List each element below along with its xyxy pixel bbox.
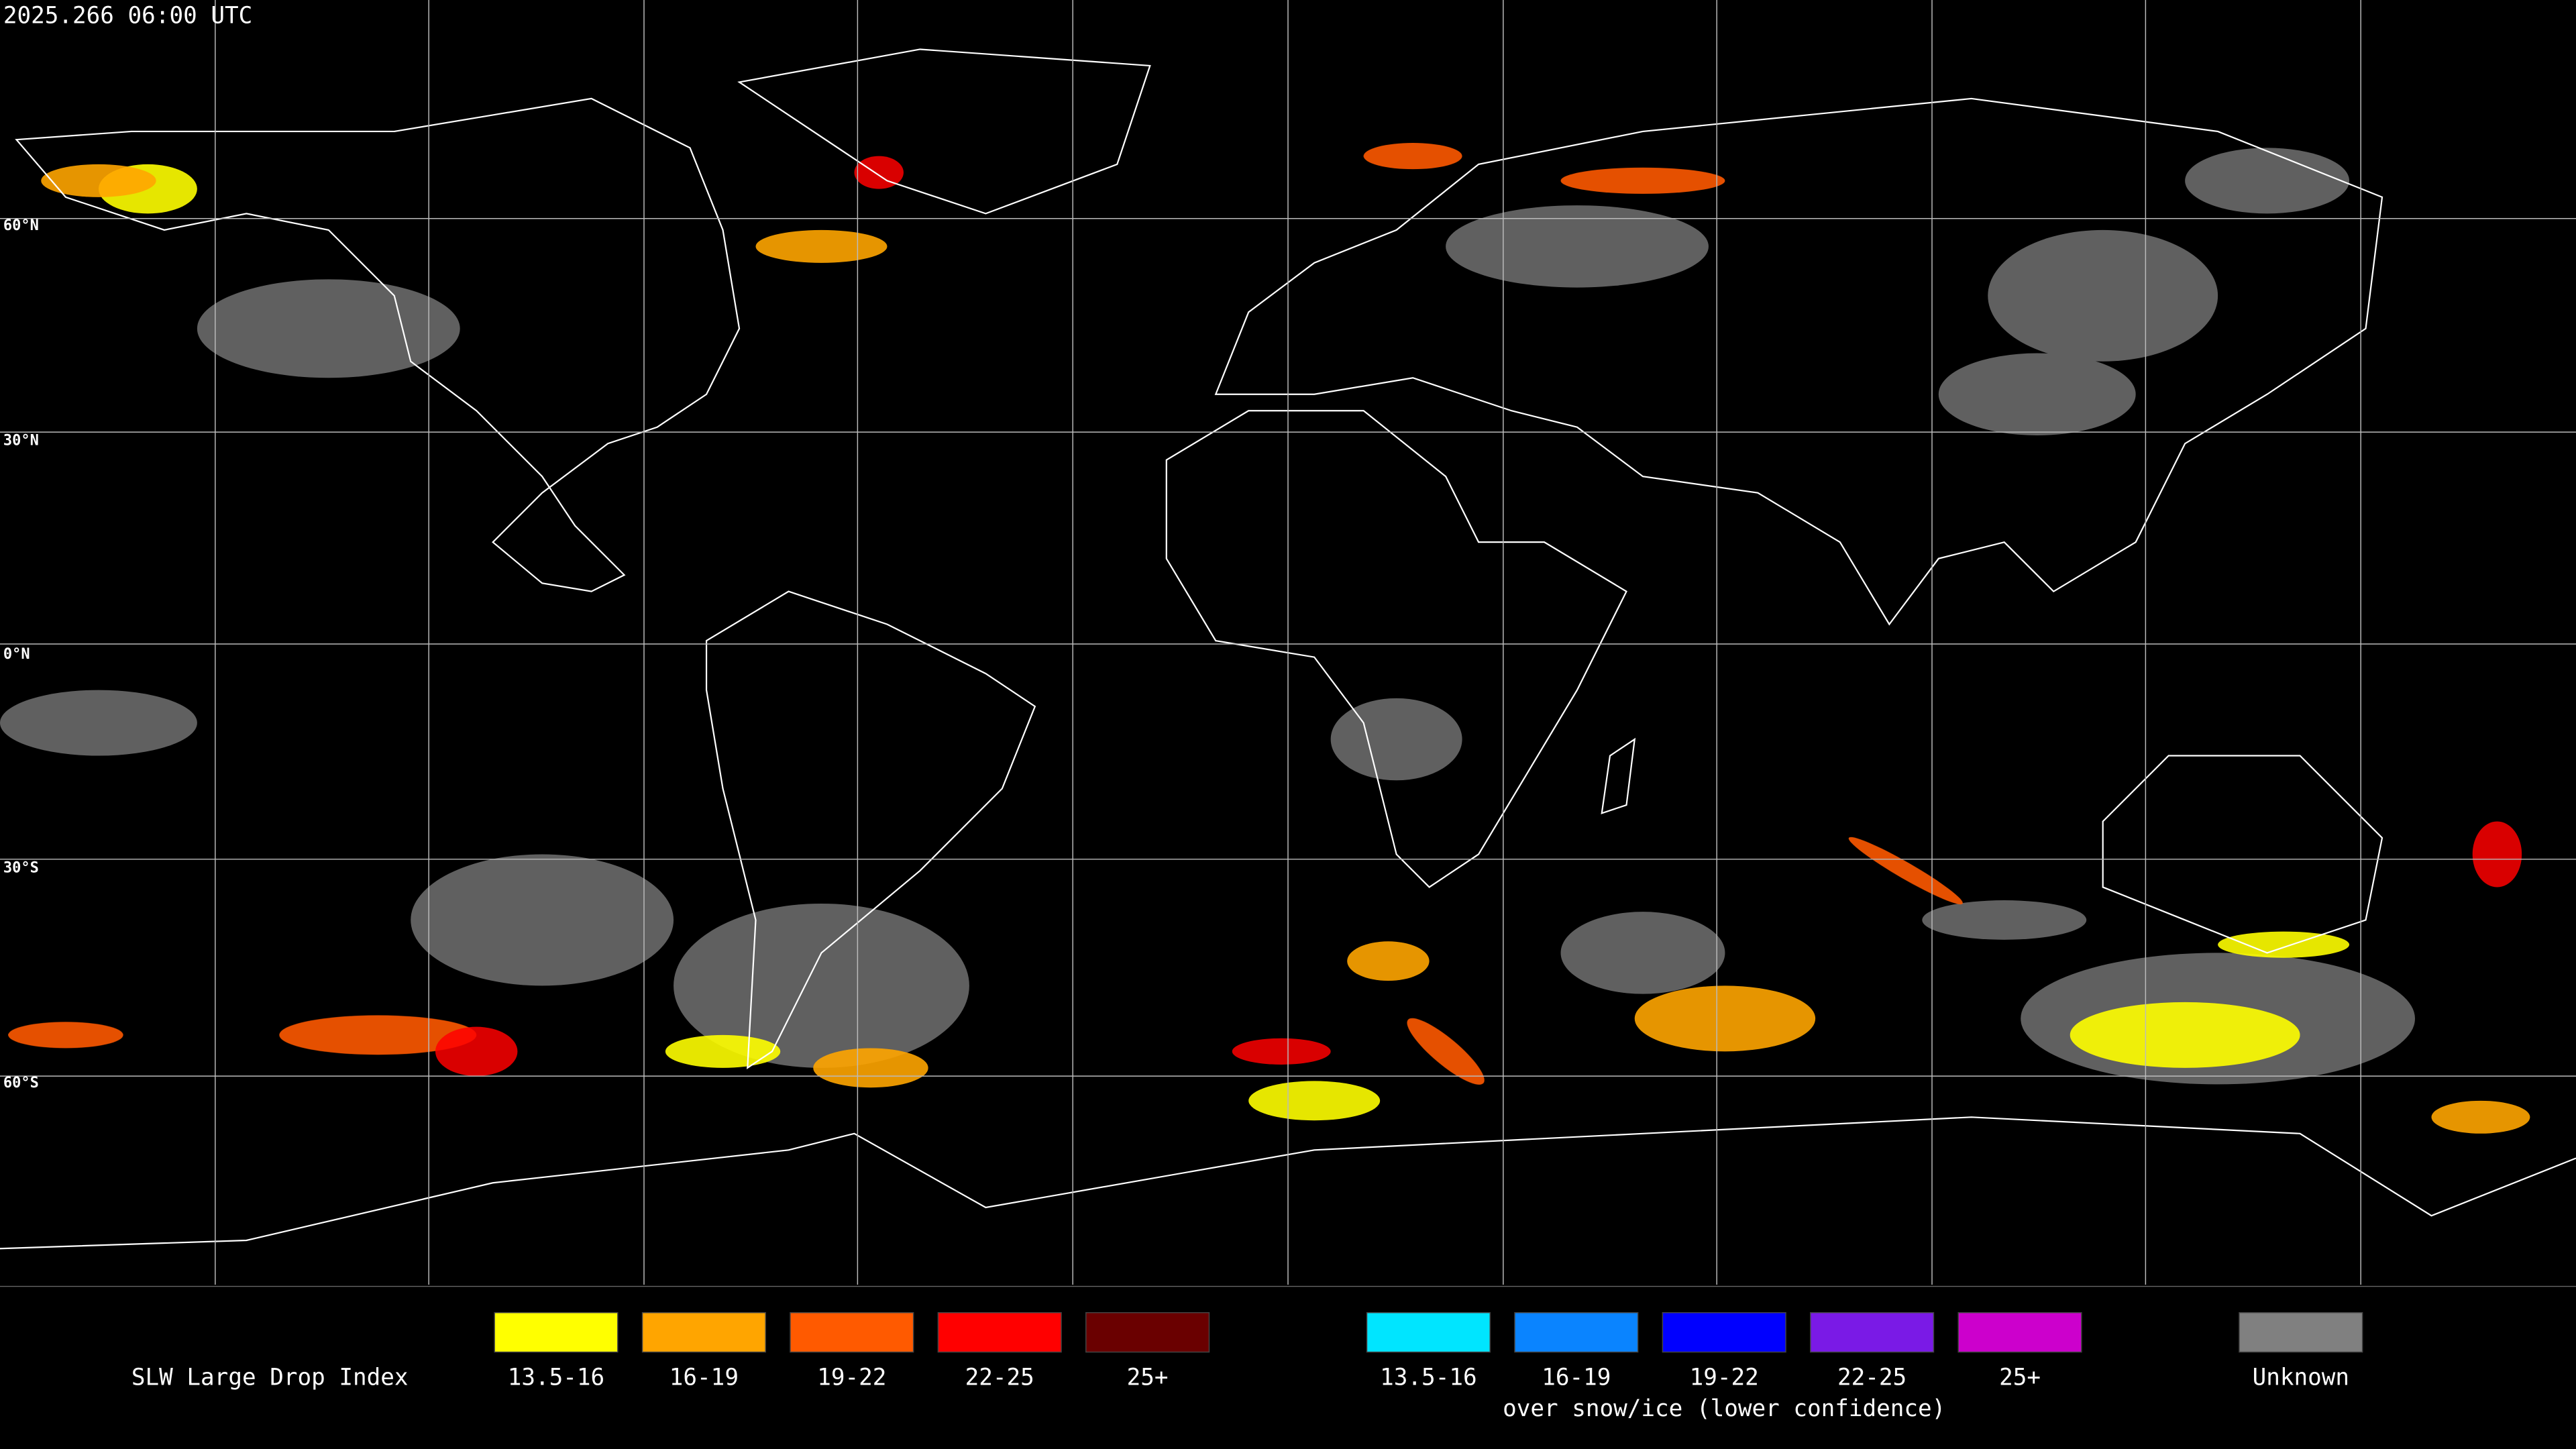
latitude-label: 30°N — [3, 433, 39, 449]
legend-swatch — [1085, 1312, 1210, 1353]
legend-swatch — [2239, 1312, 2363, 1353]
legend-panel — [0, 1286, 2576, 1449]
legend-label: 13.5-16 — [508, 1364, 604, 1391]
legend-swatch — [1957, 1312, 2082, 1353]
legend-label: 22-25 — [1837, 1364, 1907, 1391]
legend-caption: over snow/ice (lower confidence) — [1503, 1395, 1945, 1422]
legend: 13.5-16 16-19 19-22 22-25 25+ 13.5-16 16-19 19-… — [494, 1312, 2363, 1422]
legend-swatch — [1514, 1312, 1639, 1353]
legend-label: 19-22 — [1690, 1364, 1759, 1391]
legend-swatch — [1366, 1312, 1491, 1353]
legend-label: 16-19 — [669, 1364, 739, 1391]
legend-label: 13.5-16 — [1380, 1364, 1477, 1391]
legend-label: 25+ — [1127, 1364, 1169, 1391]
legend-swatch — [1662, 1312, 1786, 1353]
legend-swatch — [937, 1312, 1062, 1353]
latitude-label: 60°N — [3, 217, 39, 234]
legend-label: 16-19 — [1542, 1364, 1611, 1391]
legend-label: 22-25 — [965, 1364, 1034, 1391]
legend-title: SLW Large Drop Index — [131, 1364, 409, 1391]
latitude-label: 0°N — [3, 646, 30, 663]
legend-label: 25+ — [1999, 1364, 2041, 1391]
latitude-label: 30°S — [3, 859, 39, 876]
graticule — [0, 0, 2576, 1285]
legend-swatch — [494, 1312, 619, 1353]
legend-swatch — [641, 1312, 766, 1353]
coastlines — [0, 48, 2576, 1250]
legend-label: 19-22 — [817, 1364, 886, 1391]
latitude-label: 60°S — [3, 1075, 39, 1091]
legend-swatch — [790, 1312, 914, 1353]
cloud-patches — [0, 143, 2530, 1134]
legend-label: Unknown — [2253, 1364, 2349, 1391]
legend-swatch — [1810, 1312, 1935, 1353]
timestamp: 2025.266 06:00 UTC — [3, 2, 252, 29]
